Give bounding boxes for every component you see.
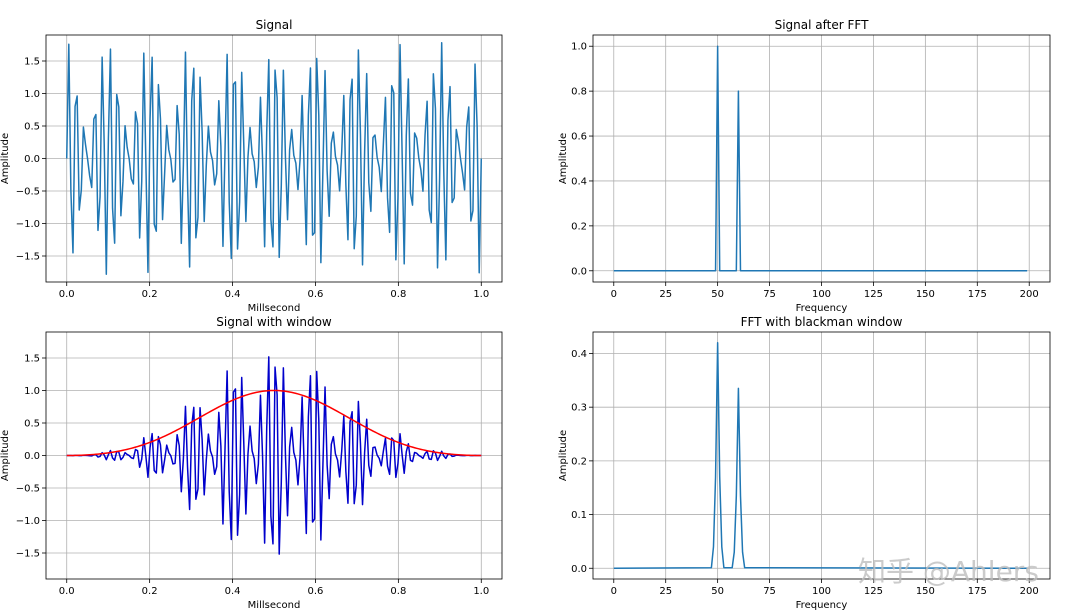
y-tick-label: 0.6 [571,132,587,143]
y-tick-label: 0.4 [571,176,587,187]
watermark: 知乎 @Ahlers [858,555,1039,588]
x-tick-label: 1.0 [473,586,489,597]
chart-title: Signal after FFT [775,18,869,32]
plot-frame [45,331,503,580]
x-tick-label: 100 [812,289,831,300]
plot-frame [45,34,503,283]
y-tick-label: 0.0 [571,564,587,575]
x-tick-label: 175 [968,289,987,300]
y-tick-label: 1.0 [571,42,587,53]
x-tick-label: 1.0 [473,289,489,300]
chart-title: Signal with window [216,315,332,329]
y-tick-label: −0.5 [16,484,40,495]
series-line-fft_window-0 [613,341,1028,570]
y-tick-label: 1.0 [24,89,40,100]
plot-frame [592,34,1051,283]
y-tick-label: −1.0 [16,516,40,527]
y-tick-label: 0.8 [571,87,587,98]
y-tick-label: 0.0 [24,154,40,165]
series-line-windowed-1 [66,389,482,457]
x-tick-label: 50 [711,289,724,300]
x-tick-label: 0.2 [142,289,158,300]
chart-fft: 0 25 50 75 100 125 150 175 200 0.0 0.2 0.4 0.6 0.8 1.0… [558,18,1051,314]
x-tick-label: 200 [1020,586,1039,597]
x-tick-label: 0.8 [390,289,406,300]
x-tick-label: 200 [1020,289,1039,300]
y-tick-label: −1.5 [16,549,40,560]
y-tick-label: 0.0 [24,451,40,462]
x-axis-label: Frequency [796,303,848,314]
x-tick-label: 150 [916,586,935,597]
x-tick-label: 0.2 [142,586,158,597]
y-tick-label: −1.5 [16,252,40,263]
series-line-fft-0 [613,45,1028,272]
chart-title: FFT with blackman window [741,315,903,329]
x-tick-label: 125 [864,586,883,597]
y-tick-label: 0.2 [571,221,587,232]
x-axis-label: Millsecond [248,303,301,314]
x-tick-label: 0.8 [390,586,406,597]
x-tick-label: 25 [659,586,672,597]
y-tick-label: 0.1 [571,510,587,521]
y-tick-label: 0.4 [571,349,587,360]
y-axis-label: Amplitude [558,133,569,184]
chart-windowed: 0.0 0.2 0.4 0.6 0.8 1.0 −1.5 −1.0 −0.5 0.0 0.5 1.0 1… [0,315,503,611]
chart-title: Signal [256,18,293,32]
x-tick-label: 175 [968,586,987,597]
x-tick-label: 0.4 [225,289,241,300]
y-tick-label: 1.0 [24,386,40,397]
x-tick-label: 0.6 [308,586,324,597]
y-axis-label: Amplitude [0,133,11,184]
y-tick-label: 0.5 [24,122,40,133]
x-tick-label: 150 [916,289,935,300]
chart-signal: 0.0 0.2 0.4 0.6 0.8 1.0 −1.5 −1.0 −0.5 0.0 0.5 1.0 1… [0,18,503,314]
y-tick-label: 0.3 [571,403,587,414]
y-axis-label: Amplitude [0,430,11,481]
x-tick-label: 100 [812,586,831,597]
x-axis-label: Millsecond [248,600,301,611]
x-axis-label: Frequency [796,600,848,611]
series-line-windowed-0 [66,356,482,555]
series-line-signal-0 [65,41,483,276]
y-tick-label: 0.0 [571,266,587,277]
x-tick-label: 125 [864,289,883,300]
y-tick-label: 1.5 [24,57,40,68]
y-tick-label: 1.5 [24,354,40,365]
x-tick-label: 25 [659,289,672,300]
x-tick-label: 50 [711,586,724,597]
x-tick-label: 0 [611,586,617,597]
x-tick-label: 0 [611,289,617,300]
y-tick-label: 0.5 [24,419,40,430]
x-tick-label: 75 [763,586,776,597]
x-tick-label: 0.0 [59,586,75,597]
x-tick-label: 0.4 [225,586,241,597]
y-tick-label: −0.5 [16,187,40,198]
x-tick-label: 75 [763,289,776,300]
plot-frame [592,331,1051,580]
y-tick-label: −1.0 [16,219,40,230]
x-tick-label: 0.6 [308,289,324,300]
x-tick-label: 0.0 [59,289,75,300]
y-tick-label: 0.2 [571,456,587,467]
y-axis-label: Amplitude [558,430,569,481]
chart-fft_window: 0 25 50 75 100 125 150 175 200 0.0 0.1 0.2 0.3 0.4 FFT… [558,315,1051,611]
